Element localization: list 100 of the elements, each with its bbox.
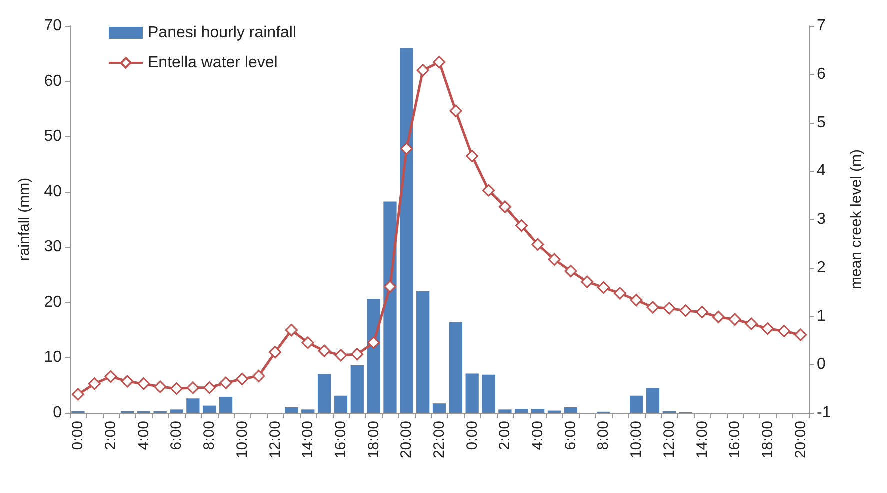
point <box>762 322 774 336</box>
point <box>696 306 709 319</box>
point <box>269 346 282 359</box>
y2-axis-title: mean creek level (m) <box>848 149 865 290</box>
point <box>548 253 561 266</box>
x-tick-label: 16:00 <box>332 421 350 459</box>
bar <box>302 410 315 413</box>
y-tick-label: 10 <box>44 349 62 366</box>
x-tick-label: 16:00 <box>726 421 744 459</box>
x-tick-label: 22:00 <box>431 421 448 459</box>
bar <box>384 202 397 413</box>
y2-tick-label: 7 <box>817 18 826 34</box>
point <box>154 380 167 394</box>
y-tick-label: 60 <box>44 72 62 90</box>
point <box>400 142 413 156</box>
point <box>532 238 544 251</box>
point <box>121 375 134 388</box>
point <box>138 378 150 390</box>
x-tick-label: 2:00 <box>102 421 120 450</box>
legend-label: Entella water level <box>148 54 278 72</box>
point <box>88 378 101 390</box>
bar <box>498 410 512 413</box>
bar <box>318 374 332 413</box>
x-tick-label: 14:00 <box>300 421 317 459</box>
x-tick-label: 20:00 <box>398 421 416 459</box>
x-tick-label: 0:00 <box>464 421 481 450</box>
point <box>318 344 331 358</box>
point <box>778 324 791 338</box>
point <box>466 150 479 162</box>
y2-tick-label: 5 <box>817 114 826 132</box>
point <box>285 324 298 337</box>
bar <box>367 299 380 413</box>
y2-tick-label: 1 <box>817 308 826 325</box>
point <box>597 281 610 294</box>
bar <box>334 396 348 413</box>
x-tick-label: 4:00 <box>135 421 152 450</box>
point <box>646 301 660 314</box>
x-tick-label: 14:00 <box>694 421 711 459</box>
x-tick-label: 8:00 <box>201 421 218 450</box>
y2-tick-label: 0 <box>817 356 826 374</box>
y-tick-label: 70 <box>44 18 62 34</box>
bar <box>564 407 578 413</box>
point <box>236 372 249 386</box>
y-tick-label: 50 <box>44 128 62 146</box>
x-tick-label: 18:00 <box>365 421 382 459</box>
point <box>351 348 364 361</box>
bar <box>466 374 479 413</box>
x-tick-label: 6:00 <box>168 421 186 450</box>
x-tick-label: 0:00 <box>70 421 87 450</box>
x-tick-label: 18:00 <box>759 421 776 459</box>
point <box>72 388 84 401</box>
legend-label: Panesi hourly rainfall <box>148 24 297 42</box>
point <box>794 328 808 342</box>
y2-tick-label: 3 <box>817 211 826 228</box>
y2-tick-label: -1 <box>817 404 832 422</box>
x-tick-label: 10:00 <box>234 421 251 459</box>
point <box>334 349 348 362</box>
x-tick-label: 8:00 <box>595 421 612 450</box>
point <box>203 382 216 394</box>
x-tick-label: 12:00 <box>266 421 284 459</box>
bar <box>400 48 414 413</box>
x-tick-label: 6:00 <box>562 421 580 450</box>
point <box>630 294 643 307</box>
x-tick-label: 20:00 <box>792 421 810 459</box>
point <box>663 302 676 315</box>
point <box>170 382 183 396</box>
point <box>186 382 200 394</box>
bar <box>531 409 545 413</box>
x-tick-label: 2:00 <box>496 421 514 450</box>
bar <box>515 409 528 413</box>
point <box>728 313 742 326</box>
y-tick-label: 40 <box>44 183 62 200</box>
point <box>515 220 528 232</box>
y2-tick-label: 2 <box>817 259 826 276</box>
y-tick-label: 0 <box>53 404 62 422</box>
bar <box>630 396 644 413</box>
bar <box>416 291 430 413</box>
point <box>384 280 396 293</box>
point <box>680 304 692 318</box>
point <box>220 376 232 390</box>
point <box>581 276 594 288</box>
point <box>498 200 512 214</box>
x-tick-label: 4:00 <box>530 421 547 450</box>
y2-tick-label: 4 <box>817 162 826 180</box>
point <box>104 370 118 383</box>
bar <box>646 388 660 413</box>
y-axis-title: rainfall (mm) <box>16 178 33 262</box>
bar <box>449 322 462 413</box>
y-tick-label: 20 <box>44 294 62 311</box>
point <box>433 56 446 69</box>
bar <box>285 407 298 413</box>
bar <box>186 398 200 413</box>
y-tick-label: 30 <box>44 238 62 256</box>
bar <box>432 404 446 413</box>
x-tick-label: 12:00 <box>660 421 678 459</box>
bar <box>170 410 184 413</box>
x-tick-label: 10:00 <box>628 421 646 459</box>
bar <box>350 365 364 413</box>
point <box>450 104 462 118</box>
point <box>614 287 626 300</box>
